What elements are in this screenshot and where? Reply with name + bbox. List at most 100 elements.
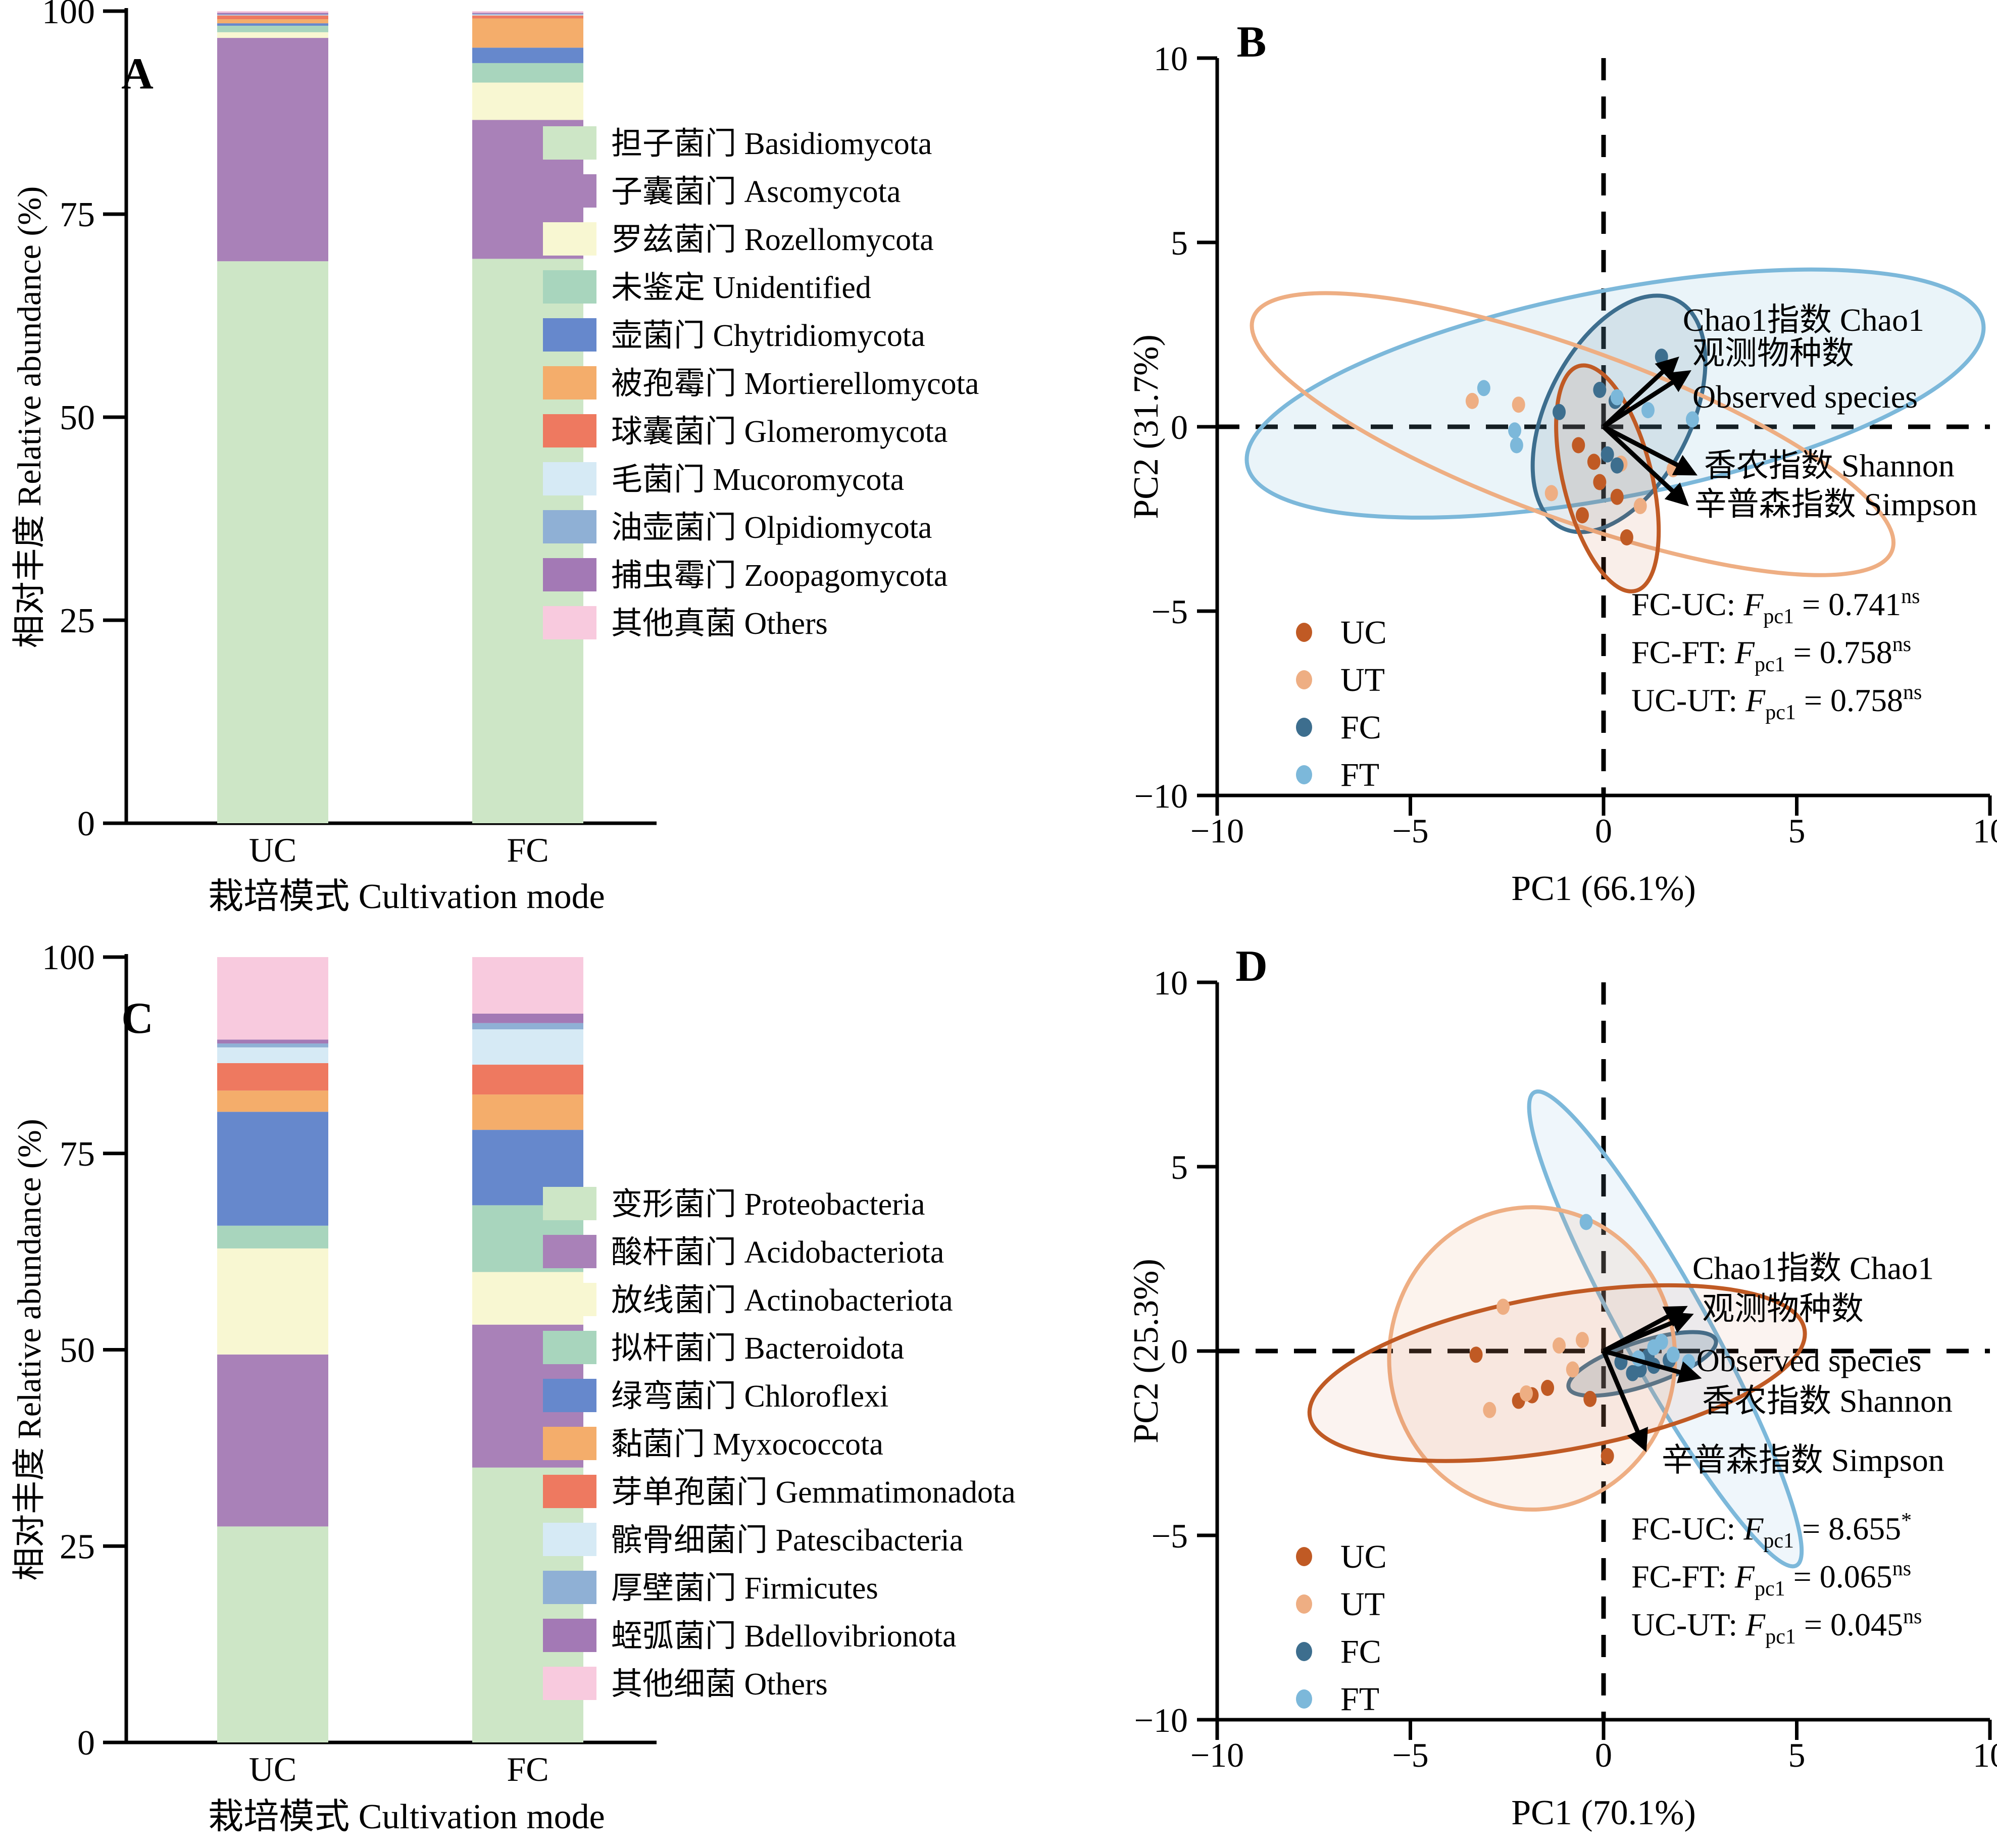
bar-segment-UC-0 — [217, 261, 328, 824]
legend-swatch — [543, 510, 596, 543]
index-vector-arrow-3 — [1601, 1350, 1648, 1453]
y-tick-label: −10 — [1134, 777, 1188, 815]
data-point-FT — [1685, 411, 1699, 428]
data-point-FT — [1510, 437, 1523, 454]
index-vector-label: 观测物种数 — [1702, 1291, 1864, 1327]
index-vector-label: Observed species — [1696, 1342, 1922, 1378]
data-point-UT — [1553, 1337, 1566, 1354]
legend-swatch — [543, 606, 596, 639]
legend-swatch — [543, 270, 596, 304]
legend-dot-UC — [1296, 1547, 1312, 1566]
bar-segment-FC-5 — [472, 18, 583, 48]
y-tick-label: 75 — [60, 1135, 95, 1174]
category-label-FC: FC — [507, 831, 548, 869]
data-point-FT — [1641, 402, 1655, 419]
legend-label: 蛭弧菌门 Bdellovibrionota — [611, 1619, 957, 1654]
data-point-UC — [1469, 1346, 1483, 1363]
x-tick-label: −10 — [1190, 812, 1244, 850]
data-point-UT — [1496, 1298, 1510, 1315]
x-tick-label: −10 — [1190, 1736, 1244, 1774]
data-point-FC — [1610, 457, 1624, 474]
index-vector-arrow-0 — [1602, 356, 1679, 429]
data-point-FT — [1579, 1214, 1593, 1230]
legend-label: 油壶菌门 Olpidiomycota — [611, 511, 932, 545]
legend-swatch — [543, 1667, 596, 1700]
legend-label: 变形菌门 Proteobacteria — [611, 1187, 925, 1222]
bar-segment-FC-9 — [472, 13, 583, 14]
x-axis-title: PC1 (66.1%) — [1511, 869, 1696, 908]
bar-segment-UC-4 — [217, 23, 328, 26]
legend-swatch — [543, 366, 596, 399]
legend-label: 放线菌门 Actinobacteriota — [611, 1283, 953, 1318]
bar-segment-UC-1 — [217, 38, 328, 262]
index-vector-label: 辛普森指数 Simpson — [1662, 1442, 1944, 1478]
legend-swatch — [543, 1379, 596, 1412]
index-vector-arrow-1 — [1602, 370, 1691, 429]
y-axis-title: 相对丰度 Relative abundance (%) — [11, 186, 48, 648]
index-vector-label: 香农指数 Shannon — [1702, 1383, 1953, 1419]
bar-segment-UC-1 — [217, 1354, 328, 1527]
data-point-UC — [1587, 454, 1601, 470]
index-vector-arrow-1 — [1603, 1312, 1694, 1354]
legend-swatch — [543, 462, 596, 495]
legend-label: 球囊菌门 Glomeromycota — [611, 415, 947, 449]
legend-label-UC: UC — [1340, 614, 1387, 651]
legend-swatch — [543, 1571, 596, 1604]
bar-segment-FC-10 — [472, 11, 583, 13]
stat-line-UC-UT: UC-UT: Fpc1 = 0.045ns — [1631, 1605, 1922, 1649]
legend-label: 捕虫霉门 Zoopagomycota — [611, 559, 947, 593]
bar-segment-FC-7 — [472, 15, 583, 16]
legend-label: 髌骨细菌门 Patescibacteria — [611, 1523, 963, 1558]
data-point-FT — [1477, 380, 1490, 396]
legend-label: 其他细菌 Others — [611, 1667, 828, 1702]
y-tick-label: 0 — [1171, 1332, 1188, 1371]
legend-swatch — [543, 1235, 596, 1268]
legend-swatch — [543, 126, 596, 160]
y-tick-label: 0 — [1171, 408, 1188, 446]
data-point-UC — [1583, 1390, 1597, 1407]
x-tick-label: −5 — [1392, 1736, 1428, 1774]
data-point-FC — [1601, 446, 1614, 463]
y-tick-label: 100 — [42, 938, 95, 977]
y-tick-label: 10 — [1154, 39, 1188, 78]
data-point-UC — [1593, 474, 1607, 490]
data-point-UT — [1483, 1402, 1496, 1418]
data-point-UT — [1512, 396, 1525, 413]
bar-segment-FC-8 — [472, 1023, 583, 1030]
y-axis-title: PC2 (25.3%) — [1127, 1259, 1166, 1443]
x-axis-title: PC1 (70.1%) — [1511, 1793, 1696, 1832]
bar-segment-FC-6 — [472, 15, 583, 19]
bar-segment-UC-2 — [217, 1248, 328, 1355]
panel-letter-D: D — [1235, 942, 1268, 991]
y-tick-label: 25 — [60, 1527, 95, 1566]
bar-segment-UC-10 — [217, 11, 328, 13]
data-point-UT — [1544, 485, 1558, 502]
stat-line-FC-UC: FC-UC: Fpc1 = 0.741ns — [1631, 585, 1920, 628]
index-vector-label: 观测物种数 — [1692, 335, 1854, 371]
y-tick-label: −5 — [1152, 592, 1188, 631]
legend-swatch — [543, 1523, 596, 1556]
legend-dot-FT — [1296, 765, 1312, 784]
legend-swatch — [543, 1283, 596, 1316]
confidence-ellipse-UT — [1250, 291, 1896, 577]
x-tick-label: −5 — [1392, 812, 1428, 850]
data-point-FT — [1666, 1346, 1680, 1363]
data-point-UC — [1620, 529, 1633, 545]
panel-letter-B: B — [1237, 18, 1267, 67]
data-point-UT — [1520, 1385, 1533, 1402]
legend-label: 担子菌门 Basidiomycota — [611, 127, 932, 161]
bar-segment-UC-10 — [217, 957, 328, 1040]
bar-segment-UC-9 — [217, 1039, 328, 1044]
data-point-UT — [1575, 1332, 1589, 1348]
x-tick-label: 5 — [1788, 812, 1806, 850]
x-tick-label: 5 — [1788, 1736, 1806, 1774]
legend-swatch — [543, 174, 596, 208]
category-label-UC: UC — [249, 831, 296, 869]
y-tick-label: 0 — [77, 805, 95, 843]
index-vector-arrow-2 — [1603, 1348, 1702, 1383]
legend-label: 罗兹菌门 Rozellomycota — [611, 223, 934, 257]
legend-swatch — [543, 318, 596, 352]
category-label-FC: FC — [507, 1750, 548, 1788]
